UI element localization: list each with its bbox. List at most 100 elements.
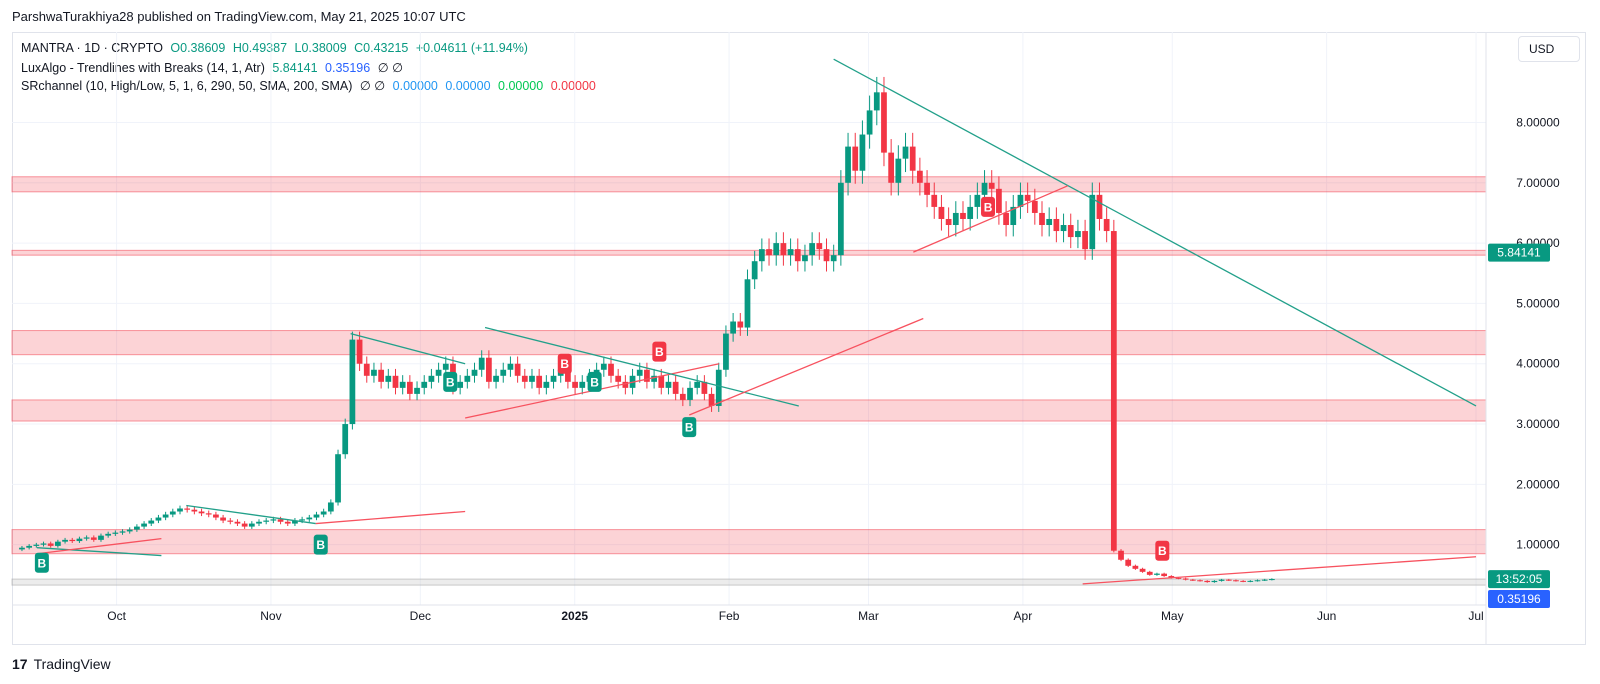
candle-body	[866, 110, 873, 135]
candle-body	[1075, 231, 1081, 238]
candle-body	[529, 375, 535, 382]
candle-body	[399, 381, 406, 388]
currency-button[interactable]: USD	[1518, 36, 1580, 62]
candle-body	[83, 537, 90, 539]
trendline-up	[1082, 556, 1477, 585]
x-tick-label: Apr	[1014, 609, 1033, 623]
candle-body	[981, 182, 988, 195]
y-tick-label: 1.00000	[1516, 538, 1560, 552]
candle-body	[723, 333, 729, 370]
candle-body	[644, 369, 650, 382]
y-tick-label: 5.00000	[1516, 296, 1560, 310]
candle-body	[263, 520, 270, 522]
candle-body	[1010, 206, 1017, 226]
tradingview-logo-text: TradingView	[33, 656, 111, 672]
candle-body	[1031, 200, 1038, 213]
break-label-text: B	[655, 345, 664, 359]
candle-body	[773, 243, 780, 256]
candle-body	[924, 182, 930, 195]
break-label-badge[interactable]	[682, 417, 697, 438]
break-label-badge[interactable]	[981, 196, 996, 217]
candle-body	[572, 381, 578, 388]
candle-body	[69, 539, 76, 542]
candle-body	[881, 92, 887, 153]
indicator1-name[interactable]: LuxAlgo - Trendlines with Breaks (14, 1,…	[21, 61, 265, 75]
candle-body	[227, 520, 234, 522]
y-tick-label: 4.00000	[1516, 357, 1560, 371]
legend-symbol[interactable]: MANTRA · 1D · CRYPTO	[21, 41, 163, 55]
candle-body	[1268, 579, 1275, 581]
price-label-countdown-bg	[1488, 570, 1550, 589]
legend-change: +0.04611 (+11.94%)	[415, 41, 528, 55]
break-label-text: B	[685, 421, 694, 435]
indicator2-name[interactable]: SRchannel (10, High/Low, 5, 1, 6, 290, 5…	[21, 79, 353, 93]
tradingview-logo[interactable]: 17 TradingView	[12, 656, 111, 672]
candle-body	[184, 508, 191, 510]
candle-body	[105, 533, 112, 536]
break-label-badge[interactable]	[557, 353, 572, 374]
candle-body	[945, 218, 952, 226]
candle-body	[1096, 194, 1103, 219]
trendline-up	[688, 317, 924, 416]
candle-body	[651, 375, 657, 382]
break-label-badge[interactable]	[1155, 540, 1170, 561]
x-tick-label: Dec	[410, 609, 431, 623]
candle-body	[1046, 218, 1053, 226]
break-label-text: B	[984, 200, 993, 214]
candle-body	[744, 279, 751, 328]
break-label-badge[interactable]	[313, 534, 328, 555]
trendline-up	[315, 510, 466, 525]
candle-body	[1003, 212, 1009, 226]
candle-body	[1053, 218, 1060, 232]
candle-body	[665, 381, 672, 388]
trendline-up	[913, 185, 1068, 253]
candle-body	[191, 509, 198, 512]
indicator1-flags: ∅ ∅	[377, 61, 403, 75]
candle-body	[816, 243, 823, 250]
candle-body	[320, 511, 327, 515]
candle-body	[514, 363, 521, 376]
break-label-text: B	[38, 556, 47, 570]
break-label-badge[interactable]	[34, 552, 49, 573]
break-label-badge[interactable]	[587, 371, 602, 392]
price-label-countdown: 13:52:05	[1496, 572, 1543, 586]
candle-body	[327, 502, 334, 512]
trendline-up	[36, 538, 162, 555]
candle-body	[213, 514, 219, 518]
candle-body	[155, 517, 162, 521]
candle-body	[766, 249, 772, 256]
candle-body	[342, 424, 349, 455]
price-label-current: 5.84141	[1497, 246, 1541, 260]
x-tick-label: Jul	[1468, 609, 1483, 623]
candle-body	[1024, 194, 1031, 201]
x-tick-label: Oct	[107, 609, 126, 623]
indicator2-value3: 0.00000	[498, 79, 544, 93]
price-label-last: 0.35196	[1497, 592, 1541, 606]
candle-body	[464, 375, 471, 382]
sr-zone	[11, 529, 1487, 555]
candle-body	[292, 520, 298, 524]
candle-body	[622, 381, 629, 388]
candle-body	[428, 375, 435, 382]
candle-body	[256, 521, 262, 524]
break-label-text: B	[560, 357, 569, 371]
candle-body	[500, 369, 507, 376]
candle-body	[148, 520, 155, 524]
candle-body	[917, 170, 923, 183]
candle-body	[658, 375, 665, 388]
candle-body	[1132, 565, 1139, 569]
trendline-down	[484, 326, 799, 407]
candle-body	[1168, 576, 1175, 578]
x-tick-label: Feb	[719, 609, 740, 623]
candle-body	[220, 517, 226, 521]
price-label-current-bg	[1488, 243, 1550, 262]
candle-body	[241, 523, 248, 527]
break-label-badge[interactable]	[652, 341, 667, 362]
candle-body	[371, 369, 377, 376]
candle-body	[198, 511, 205, 514]
candle-body	[1189, 579, 1196, 581]
candle-body	[134, 526, 140, 530]
sr-zone	[11, 330, 1487, 356]
break-label-badge[interactable]	[443, 371, 458, 392]
